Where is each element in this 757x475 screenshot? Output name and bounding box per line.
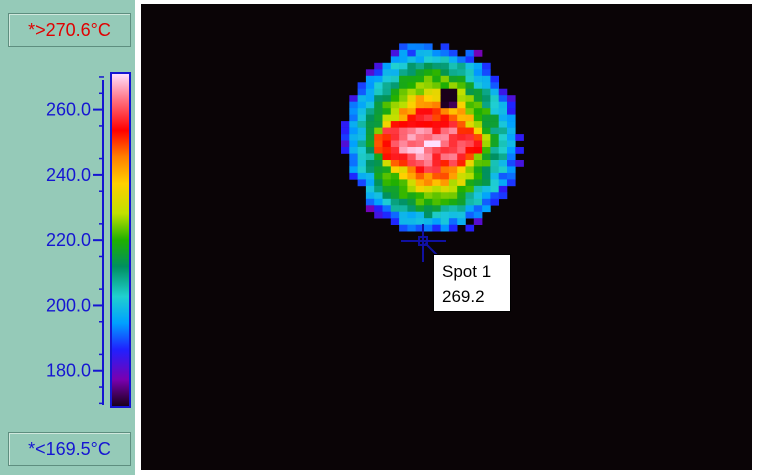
min-temperature-label[interactable]: *<169.5°C bbox=[8, 432, 131, 466]
temperature-scale-panel: *>270.6°C 260.0 240.0 220.0 200.0 180.0 *<16… bbox=[0, 0, 135, 475]
thermal-image[interactable]: Spot 1 269.2 bbox=[141, 4, 752, 470]
max-temperature-label[interactable]: *>270.6°C bbox=[8, 13, 131, 47]
thermal-pixels bbox=[341, 43, 524, 262]
scale-tick-label: 180.0 bbox=[46, 361, 91, 381]
spot-value: 269.2 bbox=[442, 287, 485, 306]
spot-name: Spot 1 bbox=[442, 262, 492, 281]
spot-label[interactable]: Spot 1 269.2 bbox=[433, 254, 511, 312]
scale-tick-label: 200.0 bbox=[46, 295, 91, 315]
color-scale-bar[interactable] bbox=[110, 72, 131, 408]
scale-tick-label: 220.0 bbox=[46, 230, 91, 250]
scale-tick-label: 240.0 bbox=[46, 165, 91, 185]
scale-tick-label: 260.0 bbox=[46, 100, 91, 120]
scale-axis: 260.0 240.0 220.0 200.0 180.0 bbox=[46, 76, 104, 405]
